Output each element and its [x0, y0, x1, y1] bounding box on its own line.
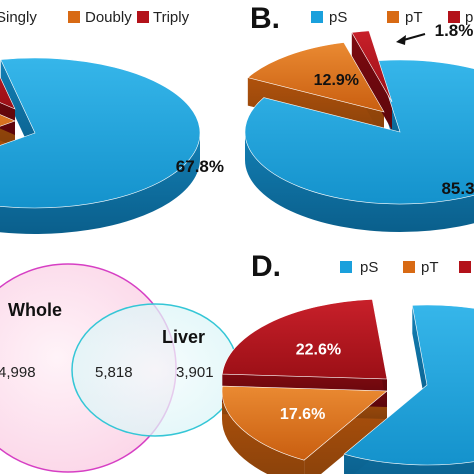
legend-label-pt-b: pT	[405, 9, 423, 26]
pie-slice-label-singly: 67.8%	[176, 157, 224, 176]
pie-slice-face-ps	[412, 305, 427, 413]
venn-diagram: Whole Liver 4,998 5,818 3,901	[0, 263, 239, 473]
venn-set-whole: Whole	[8, 300, 62, 320]
legend-swatch-ps-b	[311, 11, 323, 23]
legend-label-py-b: p	[465, 9, 473, 26]
legend-swatch-triply	[137, 11, 149, 23]
legend-d: pS pT	[340, 259, 471, 276]
legend-label-triply: Triply	[153, 9, 190, 26]
pie-slice-side-pt	[222, 391, 305, 474]
legend-swatch-py-b	[448, 11, 460, 23]
callout-b	[396, 33, 426, 45]
pie-chart-a: 67.8%%9.6%	[0, 57, 224, 234]
pie-slice-doubly	[0, 114, 16, 127]
legend-swatch-pt-d	[403, 261, 415, 273]
legend-swatch-ps-d	[340, 261, 352, 273]
legend-label-singly: Singly	[0, 9, 37, 26]
panel-label-d: D.	[251, 250, 281, 283]
pie-slice-label-py: 1.8%	[435, 21, 474, 40]
pie-slice-label-ps: 85.3%	[441, 179, 474, 198]
legend-swatch-doubly	[68, 11, 80, 23]
venn-set-liver: Liver	[162, 327, 205, 347]
pie-slice-pt	[247, 42, 385, 113]
legend-swatch-py-d	[459, 261, 471, 273]
legend-label-pt-d: pT	[421, 259, 439, 276]
pie-slice-label-pt: 17.6%	[280, 406, 325, 423]
pie-slice-ps	[343, 304, 474, 466]
legend-label-ps-b: pS	[329, 9, 347, 26]
pie-slice-face-py	[351, 32, 392, 131]
pie-slice-side-ps	[245, 132, 474, 232]
venn-value-overlap: 5,818	[95, 364, 133, 381]
panel-label-b: B.	[250, 2, 280, 35]
pie-slice-singly	[0, 57, 201, 209]
legend-label-doubly: Doubly	[85, 9, 132, 26]
pie-chart-d: 5917.6%22.6%	[221, 299, 474, 474]
venn-value-whole-only: 4,998	[0, 364, 36, 381]
legend-swatch-pt-b	[387, 11, 399, 23]
legend-label-ps-d: pS	[360, 259, 378, 276]
pie-chart-b: 85.3% 12.9% 1.8%	[244, 21, 474, 232]
pie-slice-py	[351, 30, 393, 103]
pie-slice-label-py: 22.6%	[296, 342, 341, 359]
pie-slice-label-pt: 12.9%	[314, 72, 359, 89]
pie-slice-triply	[0, 76, 16, 110]
pie-slice-face-singly	[0, 59, 35, 159]
pie-slice-py	[221, 299, 388, 380]
pie-slice-pt	[221, 385, 388, 461]
callout-arrow-head	[396, 35, 406, 45]
legend-b: pS pT p	[311, 9, 473, 26]
pie-slice-ps	[244, 59, 474, 205]
legend-a: Singly Doubly Triply	[0, 9, 190, 26]
venn-value-liver-only: 3,901	[176, 364, 214, 381]
pie-slice-side-ps	[344, 454, 474, 474]
pie-slice-side-singly	[0, 133, 200, 234]
